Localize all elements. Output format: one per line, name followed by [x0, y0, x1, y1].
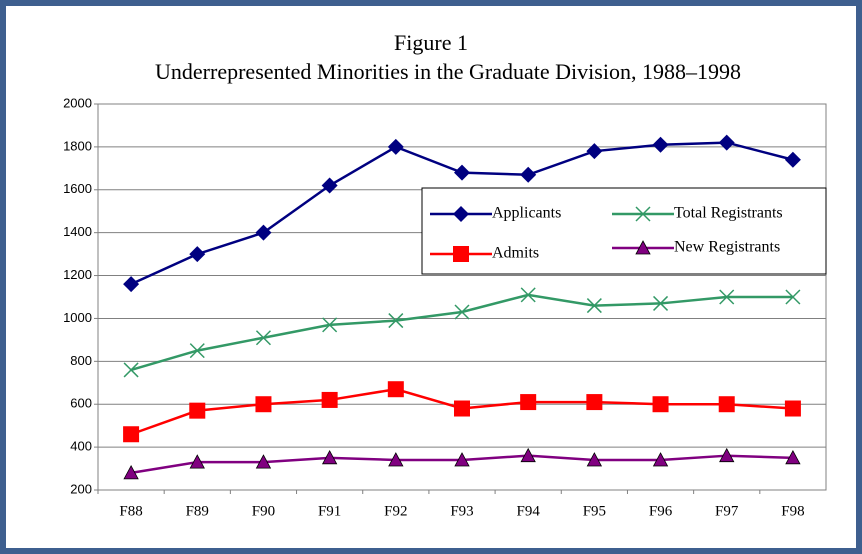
- marker: [321, 177, 338, 194]
- x-tick-label: F88: [119, 503, 142, 519]
- marker: [520, 287, 536, 303]
- legend-label: Total Registrants: [674, 205, 783, 222]
- marker: [189, 343, 205, 359]
- marker: [123, 362, 139, 378]
- y-tick-label: 1200: [63, 267, 92, 282]
- marker: [321, 391, 338, 408]
- marker: [586, 394, 603, 411]
- marker: [255, 396, 272, 413]
- marker: [454, 452, 470, 467]
- marker: [653, 295, 669, 311]
- marker: [785, 289, 801, 305]
- marker: [520, 447, 536, 463]
- x-tick-label: F93: [450, 503, 473, 519]
- marker: [635, 240, 651, 255]
- marker: [123, 276, 140, 293]
- marker: [322, 317, 338, 333]
- marker: [520, 166, 537, 183]
- marker: [321, 449, 338, 465]
- marker: [255, 330, 271, 346]
- marker: [189, 246, 206, 263]
- marker: [453, 246, 469, 262]
- marker: [388, 452, 404, 467]
- marker: [635, 206, 651, 222]
- y-tick-label: 1000: [63, 310, 92, 325]
- x-tick-label: F89: [186, 503, 209, 519]
- y-tick-label: 1400: [63, 224, 92, 239]
- x-tick-label: F97: [715, 503, 739, 519]
- marker: [255, 224, 272, 241]
- y-tick-label: 1600: [63, 181, 92, 196]
- marker: [586, 143, 603, 160]
- marker: [719, 289, 735, 305]
- y-tick-label: 600: [70, 396, 92, 411]
- marker: [520, 394, 537, 411]
- legend-label: New Registrants: [674, 239, 780, 256]
- y-tick-label: 200: [70, 481, 92, 496]
- marker: [454, 164, 470, 181]
- y-tick-label: 1800: [63, 138, 92, 153]
- y-tick-label: 400: [70, 439, 92, 454]
- marker: [586, 452, 603, 467]
- marker: [785, 449, 801, 465]
- marker: [718, 396, 735, 413]
- marker: [387, 138, 404, 155]
- marker: [189, 454, 205, 469]
- marker: [454, 400, 470, 417]
- marker: [719, 447, 735, 463]
- x-tick-label: F94: [517, 503, 541, 519]
- series-line: [130, 293, 793, 372]
- marker: [255, 454, 272, 469]
- y-tick-label: 2000: [63, 95, 92, 110]
- x-tick-label: F91: [318, 503, 341, 519]
- chart-subtitle: Underrepresented Minorities in the Gradu…: [155, 59, 741, 84]
- marker: [652, 452, 669, 467]
- marker: [123, 426, 140, 443]
- marker: [454, 304, 470, 320]
- x-tick-label: F98: [781, 503, 804, 519]
- legend-label: Admits: [492, 245, 539, 262]
- marker: [453, 206, 469, 222]
- legend-label: Applicants: [492, 205, 561, 222]
- x-tick-label: F92: [384, 503, 407, 519]
- marker: [652, 136, 669, 153]
- marker: [123, 465, 139, 480]
- marker: [189, 402, 206, 419]
- marker: [652, 396, 669, 413]
- marker: [387, 381, 404, 398]
- plot-frame: [97, 103, 827, 491]
- legend-box: [421, 187, 827, 275]
- marker: [718, 134, 735, 151]
- marker: [586, 298, 602, 314]
- marker: [388, 313, 404, 329]
- x-tick-label: F95: [583, 503, 606, 519]
- x-tick-label: F96: [649, 503, 673, 519]
- marker: [784, 151, 801, 168]
- y-tick-label: 800: [70, 353, 92, 368]
- marker: [784, 400, 801, 417]
- chart-title: Figure 1: [394, 30, 468, 55]
- x-tick-label: F90: [252, 503, 275, 519]
